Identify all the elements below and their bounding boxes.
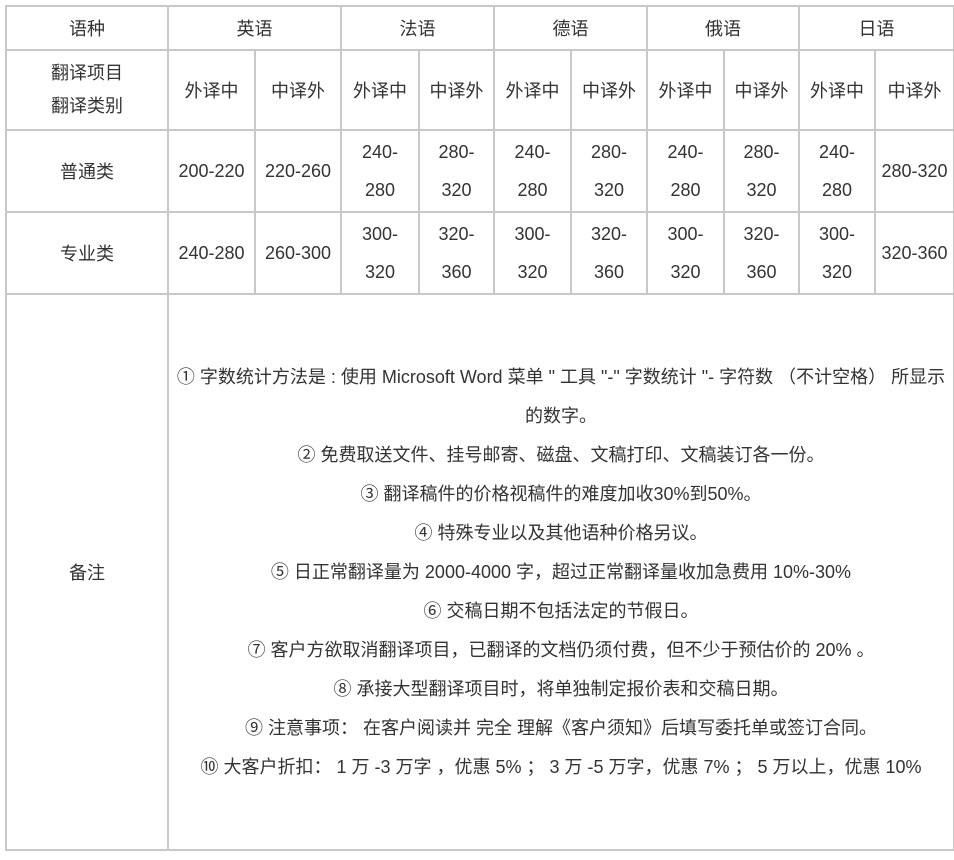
price-cell: 240- 280 [646,129,725,213]
direction-header-cell: 中译外 [418,49,495,131]
price-cell: 300- 320 [798,211,876,295]
price-cell: 300- 320 [493,211,572,295]
note-item-2: ② 免费取送文件、挂号邮寄、磁盘、文稿打印、文稿装订各一份。 [297,444,825,465]
price-cell: 200-220 [167,129,256,213]
price-cell: 260-300 [254,211,342,295]
price-cell: 320-360 [874,211,954,295]
direction-header-cell: 外译中 [798,49,876,131]
price-cell: 220-260 [254,129,342,213]
price-cell: 280- 320 [418,129,495,213]
price-cell: 240- 280 [493,129,572,213]
price-cell: 280- 320 [570,129,648,213]
price-cell: 280-320 [874,129,954,213]
notes-content-cell: ① 字数统计方法是 : 使用 Microsoft Word 菜单 " 工具 "-… [167,293,954,851]
language-header-french: 法语 [340,5,495,51]
note-item-1: ① 字数统计方法是 : 使用 Microsoft Word 菜单 " 工具 "-… [176,366,946,426]
note-item-7: ⑦ 客户方欲取消翻译项目，已翻译的文档仍须付费，但不少于预估价的 20% 。 [247,639,875,660]
direction-header-cell: 外译中 [167,49,256,131]
price-cell: 320- 360 [418,211,495,295]
direction-header-cell: 中译外 [254,49,342,131]
translation-pricing-table: 语种 英语 法语 德语 俄语 日语 翻译项目 翻译类别 外译中 中译外 外译中 … [5,5,954,851]
category-label-cell: 翻译项目 翻译类别 [5,49,169,131]
language-header-german: 德语 [493,5,648,51]
row-label-ordinary: 普通类 [5,129,169,213]
price-cell: 280- 320 [723,129,800,213]
direction-header-cell: 外译中 [646,49,725,131]
note-item-4: ④ 特殊专业以及其他语种价格另议。 [414,522,708,543]
note-item-3: ③ 翻译稿件的价格视稿件的难度加收30%到50%。 [360,483,762,504]
language-header-japanese: 日语 [798,5,954,51]
price-row-professional: 专业类 240-280 260-300 300- 320 320- 360 30… [5,211,954,295]
corner-label-cell: 语种 [5,5,169,51]
direction-header-cell: 中译外 [874,49,954,131]
price-cell: 240-280 [167,211,256,295]
direction-header-cell: 中译外 [723,49,800,131]
price-cell: 240- 280 [798,129,876,213]
direction-header-cell: 外译中 [493,49,572,131]
price-row-ordinary: 普通类 200-220 220-260 240- 280 280- 320 24… [5,129,954,213]
notes-label-cell: 备注 [5,293,169,851]
price-cell: 320- 360 [723,211,800,295]
direction-header-cell: 中译外 [570,49,648,131]
note-item-10: ⑩ 大客户折扣： 1 万 -3 万字 ，优惠 5% ； 3 万 -5 万字，优惠… [200,756,922,777]
direction-header-cell: 外译中 [340,49,420,131]
price-cell: 300- 320 [340,211,420,295]
note-item-6: ⑥ 交稿日期不包括法定的节假日。 [423,600,699,621]
language-header-row: 语种 英语 法语 德语 俄语 日语 [5,5,954,51]
note-item-9: ⑨ 注意事项： 在客户阅读并 完全 理解《客户须知》后填写委托单或签订合同。 [244,717,877,738]
notes-row: 备注 ① 字数统计方法是 : 使用 Microsoft Word 菜单 " 工具… [5,293,954,851]
note-item-8: ⑧ 承接大型翻译项目时，将单独制定报价表和交稿日期。 [333,678,789,699]
language-header-english: 英语 [167,5,342,51]
price-cell: 240- 280 [340,129,420,213]
note-item-5: ⑤ 日正常翻译量为 2000-4000 字，超过正常翻译量收加急费用 10%-3… [270,561,852,582]
price-cell: 320- 360 [570,211,648,295]
row-label-professional: 专业类 [5,211,169,295]
direction-header-row: 翻译项目 翻译类别 外译中 中译外 外译中 中译外 外译中 中译外 外译中 中译… [5,49,954,131]
language-header-russian: 俄语 [646,5,800,51]
price-cell: 300- 320 [646,211,725,295]
